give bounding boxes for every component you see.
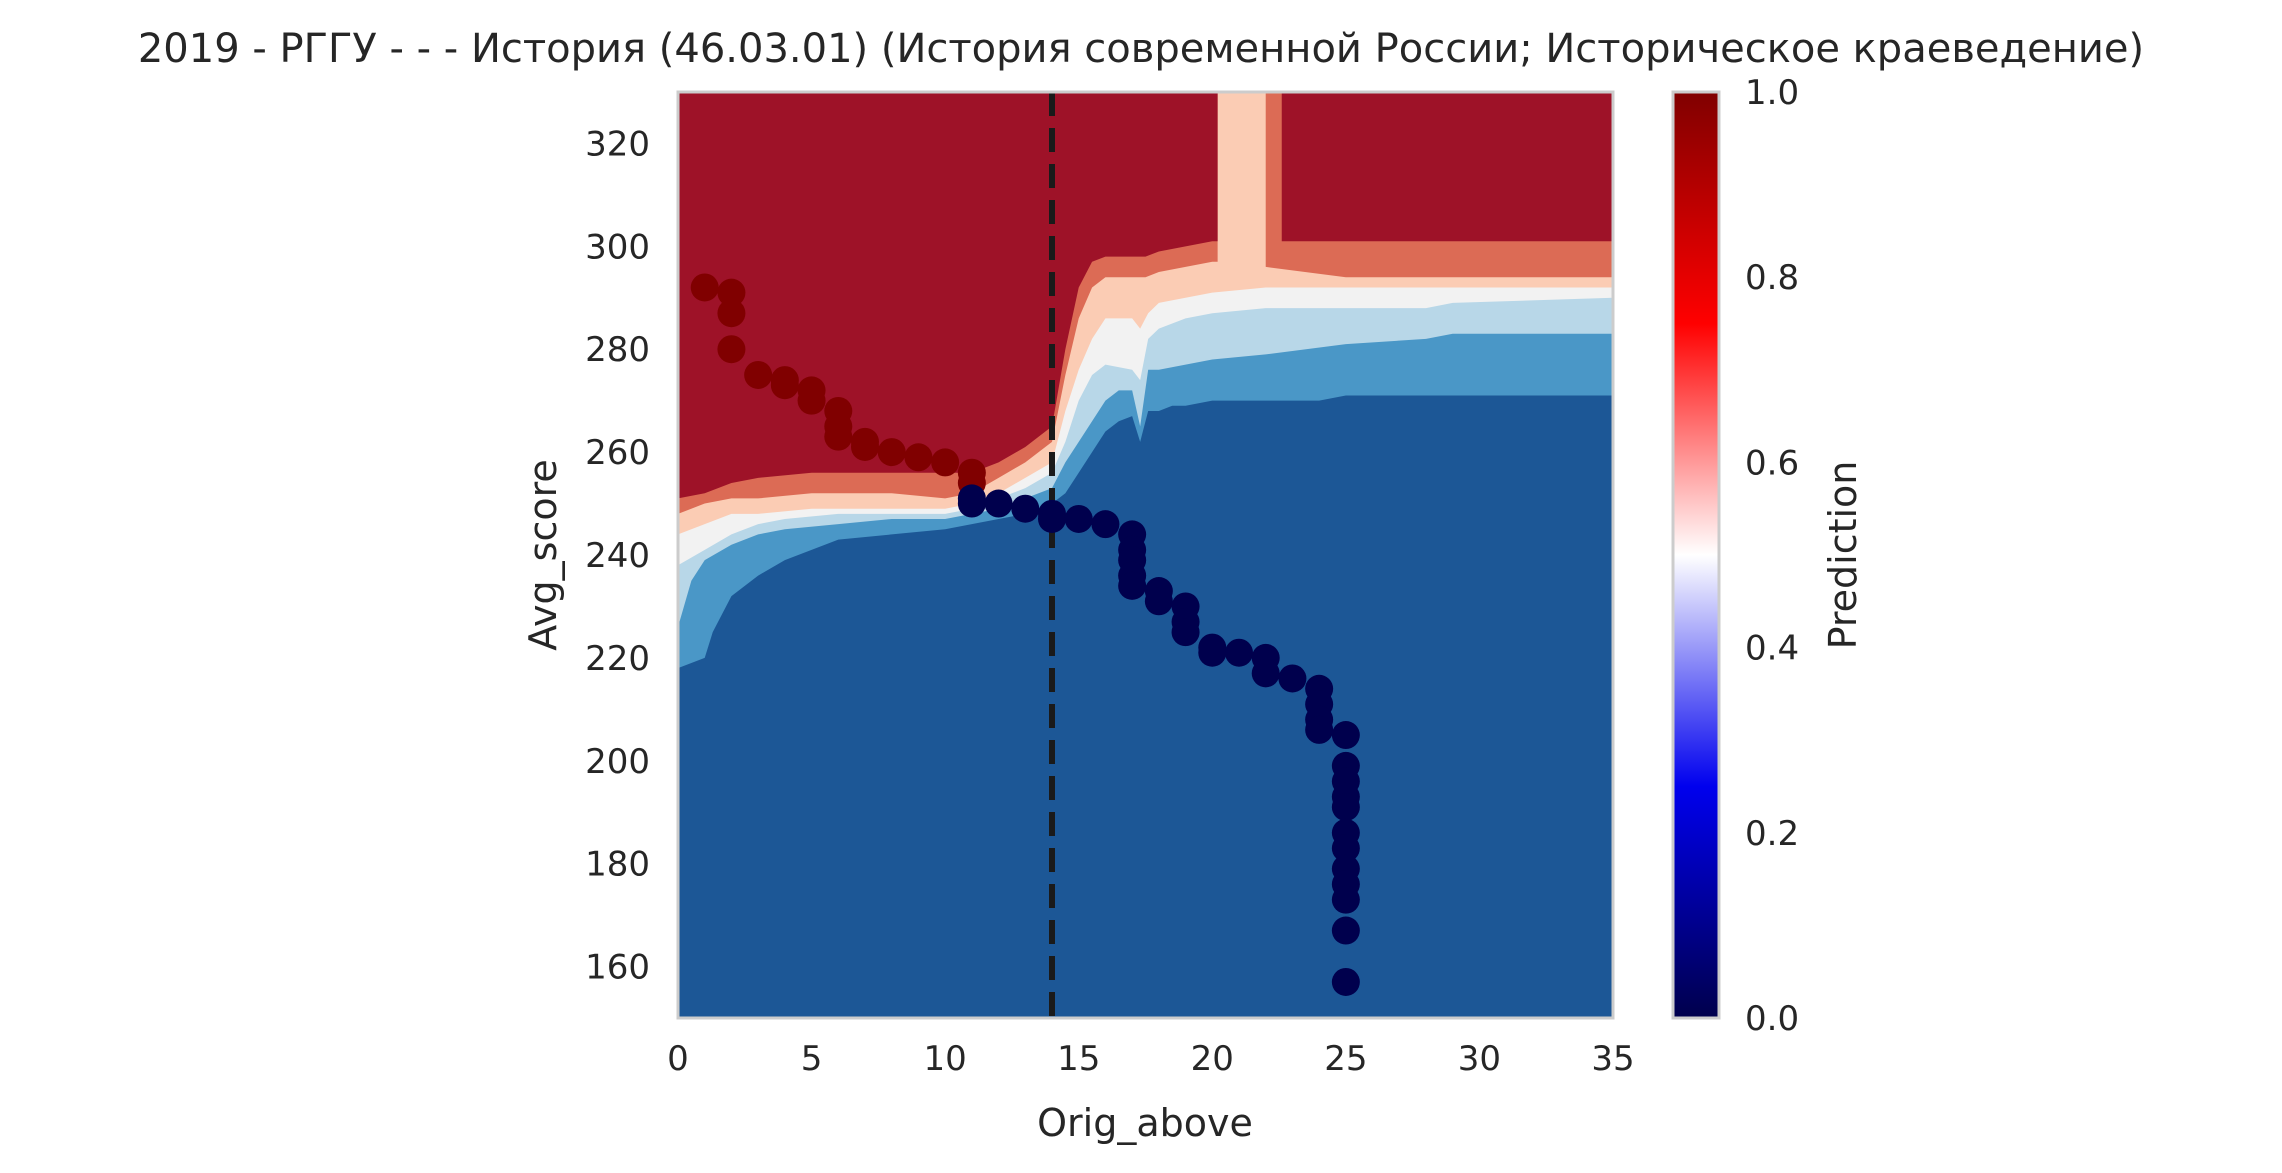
y-tick-label: 160 <box>585 948 650 988</box>
x-tick-label: 10 <box>924 1039 967 1079</box>
x-axis-title: Orig_above <box>1037 1101 1253 1145</box>
data-point-series-1 <box>1144 587 1173 616</box>
data-point-series-1 <box>1251 659 1280 688</box>
y-tick-label: 180 <box>585 845 650 885</box>
colorbar-label: Prediction <box>1821 461 1865 650</box>
y-tick-label: 280 <box>585 330 650 370</box>
colorbar-tick-label: 0.2 <box>1745 814 1799 854</box>
data-point-series-1 <box>1331 793 1360 822</box>
data-point-series-0 <box>770 371 799 400</box>
y-tick-label: 240 <box>585 536 650 576</box>
data-point-series-0 <box>877 438 906 467</box>
data-point-series-1 <box>1171 618 1200 647</box>
data-point-series-1 <box>1331 834 1360 863</box>
scatter-points <box>690 273 1360 996</box>
chart-title: 2019 - РГГУ - - - История (46.03.01) (Ис… <box>138 26 2144 72</box>
data-point-series-0 <box>717 278 746 307</box>
data-point-series-0 <box>904 443 933 472</box>
x-tick-label: 35 <box>1591 1039 1634 1079</box>
data-point-series-1 <box>1225 638 1253 667</box>
data-point-series-0 <box>744 360 773 389</box>
data-point-series-1 <box>1278 664 1307 693</box>
contour-band-6 <box>678 92 1613 499</box>
data-point-series-0 <box>931 448 960 477</box>
data-point-series-1 <box>1038 504 1066 533</box>
x-axis-ticks: 0 5 10 15 20 25 30 35 <box>667 1039 1634 1079</box>
data-point-series-0 <box>717 335 746 364</box>
x-tick-label: 0 <box>667 1039 689 1079</box>
colorbar <box>1671 90 1721 1020</box>
x-tick-label: 30 <box>1458 1039 1501 1079</box>
data-point-series-1 <box>1305 715 1334 744</box>
colorbar-tick-label: 0.0 <box>1745 999 1799 1039</box>
y-axis-ticks: 160 180 200 220 240 260 280 300 320 <box>585 124 650 987</box>
colorbar-tick-label: 0.8 <box>1745 258 1799 298</box>
data-point-series-1 <box>1331 721 1360 750</box>
data-point-series-0 <box>851 432 879 461</box>
data-point-series-1 <box>1091 510 1120 539</box>
data-point-series-1 <box>1198 638 1227 667</box>
x-tick-label: 15 <box>1057 1039 1100 1079</box>
data-point-series-1 <box>984 489 1013 518</box>
y-tick-label: 200 <box>585 742 650 782</box>
data-point-series-0 <box>690 273 719 302</box>
colorbar-tick-label: 0.4 <box>1745 629 1799 669</box>
data-point-series-1 <box>1331 967 1360 996</box>
data-point-series-1 <box>1118 571 1147 600</box>
data-point-series-1 <box>1064 504 1093 533</box>
y-tick-label: 300 <box>585 227 650 267</box>
data-point-series-0 <box>717 299 746 328</box>
y-tick-label: 260 <box>585 433 650 473</box>
data-point-series-1 <box>1331 885 1360 914</box>
prediction-contour-fill <box>678 92 1613 1018</box>
colorbar-tick-label: 1.0 <box>1745 73 1799 113</box>
y-tick-label: 320 <box>585 124 650 164</box>
data-point-series-0 <box>824 422 853 451</box>
x-tick-label: 20 <box>1191 1039 1234 1079</box>
y-tick-label: 220 <box>585 639 650 679</box>
x-tick-label: 25 <box>1324 1039 1367 1079</box>
data-point-series-1 <box>957 489 986 518</box>
y-axis-title: Avg_score <box>521 459 565 650</box>
plot-frame <box>676 90 1615 1020</box>
colorbar-ticks: 0.0 0.2 0.4 0.6 0.8 1.0 <box>1745 73 1799 1039</box>
colorbar-tick-label: 0.6 <box>1745 443 1799 483</box>
data-point-series-0 <box>797 386 826 415</box>
x-tick-label: 5 <box>801 1039 823 1079</box>
data-point-series-1 <box>1011 494 1040 523</box>
data-point-series-1 <box>1331 916 1360 945</box>
